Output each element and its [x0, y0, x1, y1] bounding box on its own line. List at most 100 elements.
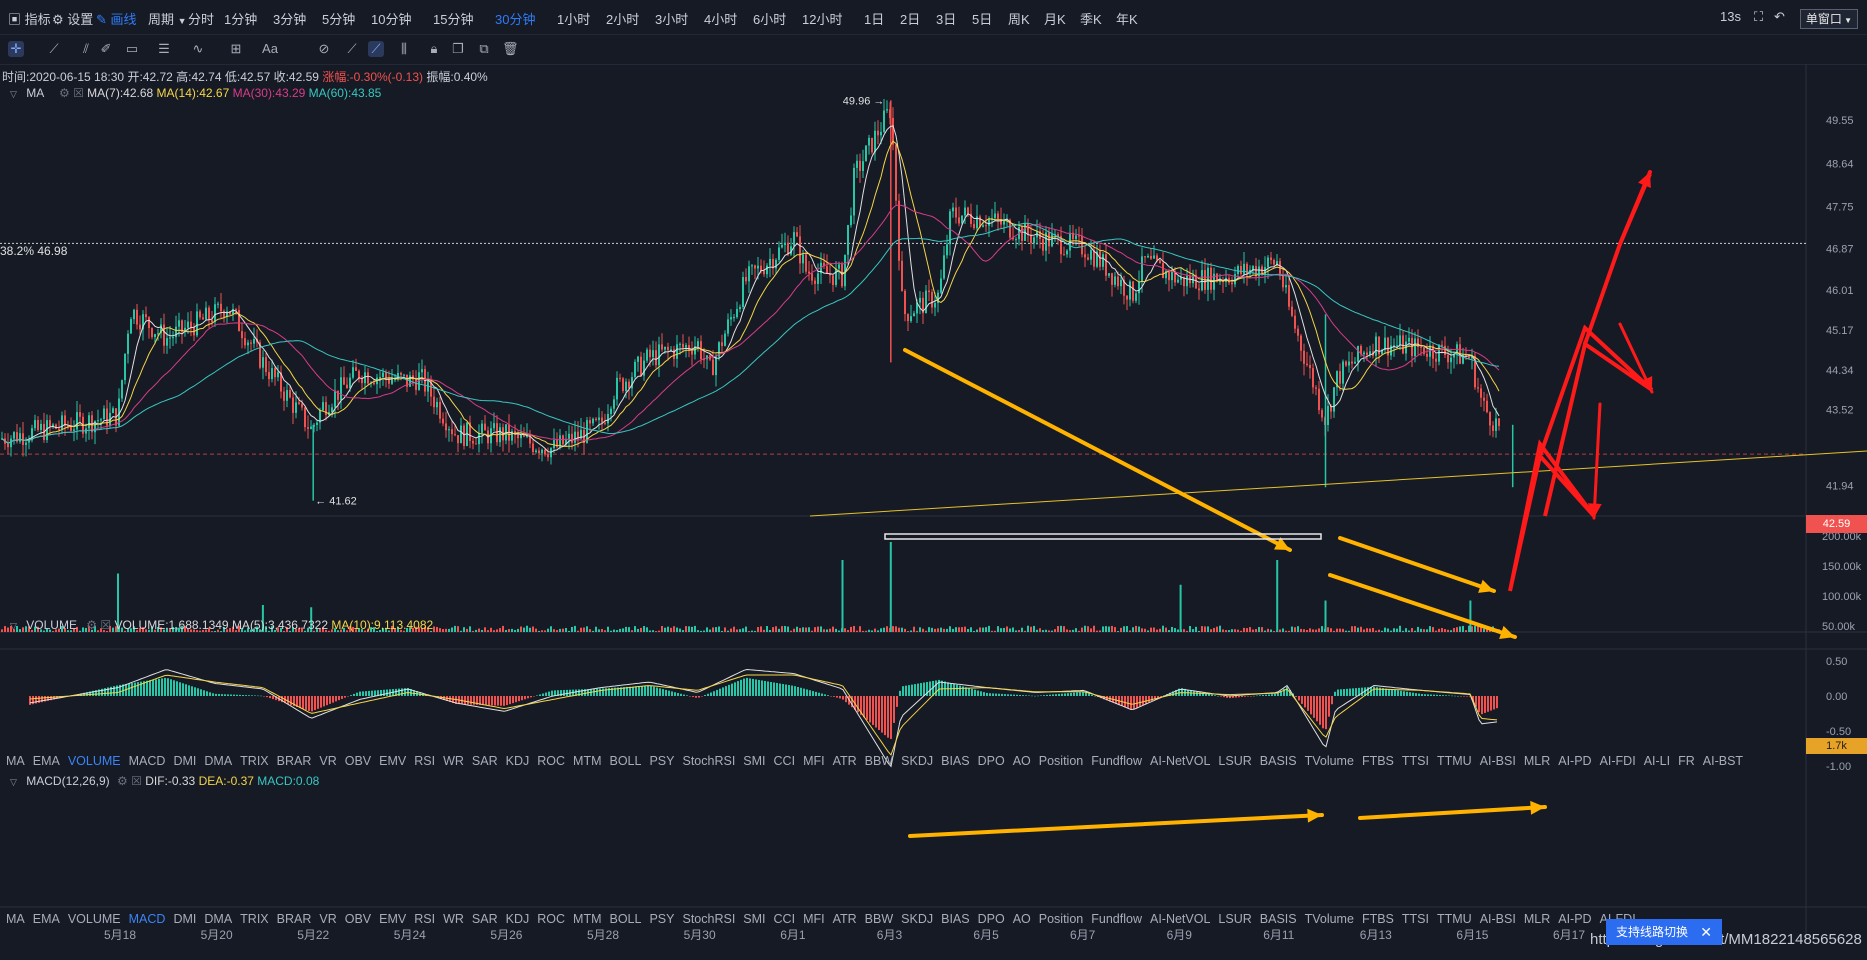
indicator-tab-stochrsi[interactable]: StochRSI	[682, 754, 736, 768]
indicator-tab-ttmu[interactable]: TTMU	[1436, 912, 1472, 926]
indicator-tab-ftbs[interactable]: FTBS	[1361, 912, 1394, 926]
period-15[interactable]: 3日	[936, 12, 957, 27]
indicator-tab-emv[interactable]: EMV	[379, 754, 407, 768]
magnet-icon[interactable]: ⊘	[318, 41, 330, 56]
indicator-tab-dmi[interactable]: DMI	[173, 912, 197, 926]
indicator-tab-macd[interactable]: MACD	[128, 754, 166, 768]
indicator-tab-ai-netvol[interactable]: AI-NetVOL	[1149, 754, 1211, 768]
indicator-tab-wr[interactable]: WR	[443, 754, 464, 768]
switch-route-button[interactable]: 支持线路切换 ✕	[1606, 919, 1722, 945]
indicator-tab-ema[interactable]: EMA	[32, 912, 60, 926]
indicator-tab-ftbs[interactable]: FTBS	[1361, 754, 1394, 768]
indicator-tab-mfi[interactable]: MFI	[803, 754, 825, 768]
indicator-tab-trix[interactable]: TRIX	[240, 912, 269, 926]
period-20[interactable]: 年K	[1116, 12, 1138, 27]
indicator-tab-ma[interactable]: MA	[6, 912, 25, 926]
indicator-tab-lsur[interactable]: LSUR	[1218, 754, 1252, 768]
indicator-tab-smi[interactable]: SMI	[743, 912, 766, 926]
text-icon[interactable]: Aa	[262, 41, 278, 56]
indicator-tab-bias[interactable]: BIAS	[941, 754, 970, 768]
fib-icon[interactable]: ☰	[158, 41, 170, 56]
indicator-tab-boll[interactable]: BOLL	[609, 754, 642, 768]
indicator-tab-dmi[interactable]: DMI	[173, 754, 197, 768]
indicator-tab-mfi[interactable]: MFI	[803, 912, 825, 926]
indicator-tab-ma[interactable]: MA	[6, 754, 25, 768]
lock-lines-icon[interactable]: ⫼	[401, 41, 407, 56]
refresh-interval[interactable]: 13s	[1720, 9, 1741, 24]
indicator-tab-ai-bsi[interactable]: AI-BSI	[1479, 754, 1516, 768]
period-9[interactable]: 3小时	[655, 12, 689, 27]
period-5[interactable]: 15分钟	[433, 12, 474, 27]
crosshair-icon[interactable]: ✛	[8, 41, 24, 57]
indicator-tab-vr[interactable]: VR	[319, 912, 337, 926]
indicator-tab-tvolume[interactable]: TVolume	[1304, 754, 1354, 768]
collapse-icon[interactable]: ▽	[10, 621, 17, 631]
indicator-tab-rsi[interactable]: RSI	[414, 912, 436, 926]
indicator-tab-psy[interactable]: PSY	[649, 912, 675, 926]
indicator-tab-mlr[interactable]: MLR	[1523, 754, 1551, 768]
period-14[interactable]: 2日	[900, 12, 921, 27]
indicator-tab-macd[interactable]: MACD	[128, 912, 166, 926]
period-0[interactable]: 分时	[188, 12, 215, 27]
indicator-tab-mtm[interactable]: MTM	[573, 754, 602, 768]
pen-icon[interactable]: ✐	[100, 41, 112, 56]
indicator-tab-volume[interactable]: VOLUME	[67, 912, 121, 926]
indicator-tab-ao[interactable]: AO	[1012, 754, 1031, 768]
undo-icon[interactable]: ↶	[1774, 9, 1785, 24]
gear-icon[interactable]: ⚙	[116, 774, 128, 788]
indicator-tab-ai-bsi[interactable]: AI-BSI	[1479, 912, 1516, 926]
indicator-tab-brar[interactable]: BRAR	[276, 912, 312, 926]
draw-mode-icon[interactable]: ⟋	[368, 41, 384, 57]
measure-icon[interactable]: ⊞	[230, 41, 242, 56]
period-10[interactable]: 4小时	[704, 12, 738, 27]
indicator-tab-ai-netvol[interactable]: AI-NetVOL	[1149, 912, 1211, 926]
draw-button[interactable]: ✎ 画线	[96, 9, 137, 28]
period-4[interactable]: 10分钟	[371, 12, 412, 27]
indicator-tab-skdj[interactable]: SKDJ	[901, 754, 934, 768]
indicator-tab-ao[interactable]: AO	[1012, 912, 1031, 926]
period-2[interactable]: 3分钟	[273, 12, 307, 27]
indicator-tab-cci[interactable]: CCI	[773, 912, 796, 926]
indicator-tab-trix[interactable]: TRIX	[240, 754, 269, 768]
period-8[interactable]: 2小时	[606, 12, 640, 27]
indicator-tab-volume[interactable]: VOLUME	[67, 754, 121, 768]
close-icon[interactable]: ☒	[131, 774, 142, 788]
indicator-tab-roc[interactable]: ROC	[537, 754, 566, 768]
period-17[interactable]: 周K	[1008, 12, 1030, 27]
period-3[interactable]: 5分钟	[322, 12, 356, 27]
gear-icon[interactable]: ⚙	[86, 618, 98, 632]
ruler-icon[interactable]: ⟋	[347, 41, 357, 56]
indicator-tab-fr[interactable]: FR	[1678, 754, 1695, 768]
indicator-tab-dma[interactable]: DMA	[204, 912, 233, 926]
indicator-tab-ai-pd[interactable]: AI-PD	[1558, 754, 1592, 768]
indicator-tab-ai-li[interactable]: AI-LI	[1643, 754, 1671, 768]
period-7[interactable]: 1小时	[557, 12, 591, 27]
chart-canvas[interactable]: 49.5548.6447.7546.8746.0145.1744.3443.52…	[0, 64, 1867, 940]
trash-icon[interactable]: 🗑︎	[502, 41, 519, 56]
collapse-icon[interactable]: ▽	[10, 777, 17, 787]
indicator-tab-mlr[interactable]: MLR	[1523, 912, 1551, 926]
indicator-tab-rsi[interactable]: RSI	[414, 754, 436, 768]
period-19[interactable]: 季K	[1080, 12, 1102, 27]
indicator-tab-ttmu[interactable]: TTMU	[1436, 754, 1472, 768]
indicator-tab-position[interactable]: Position	[1038, 754, 1084, 768]
indicator-tab-dma[interactable]: DMA	[204, 754, 233, 768]
indicator-tab-psy[interactable]: PSY	[649, 754, 675, 768]
indicator-tab-ai-fdi[interactable]: AI-FDI	[1599, 754, 1636, 768]
rectangle-icon[interactable]: ▭	[125, 41, 139, 56]
ray-line-icon[interactable]: ⫽	[83, 41, 89, 56]
indicator-tab-lsur[interactable]: LSUR	[1218, 912, 1252, 926]
indicator-tab-obv[interactable]: OBV	[344, 754, 372, 768]
indicator-tab-ttsi[interactable]: TTSI	[1401, 912, 1429, 926]
indicator-button[interactable]: ▣ 指标	[8, 9, 51, 28]
period-18[interactable]: 月K	[1044, 12, 1066, 27]
indicator-tab-kdj[interactable]: KDJ	[505, 912, 530, 926]
indicator-tab-cci[interactable]: CCI	[773, 754, 796, 768]
lock-icon[interactable]: 🔒︎	[430, 41, 438, 56]
indicator-tab-kdj[interactable]: KDJ	[505, 754, 530, 768]
period-16[interactable]: 5日	[972, 12, 993, 27]
indicator-tab-stochrsi[interactable]: StochRSI	[682, 912, 736, 926]
indicator-tab-smi[interactable]: SMI	[743, 754, 766, 768]
indicator-tab-basis[interactable]: BASIS	[1259, 754, 1297, 768]
indicator-tab-ema[interactable]: EMA	[32, 754, 60, 768]
